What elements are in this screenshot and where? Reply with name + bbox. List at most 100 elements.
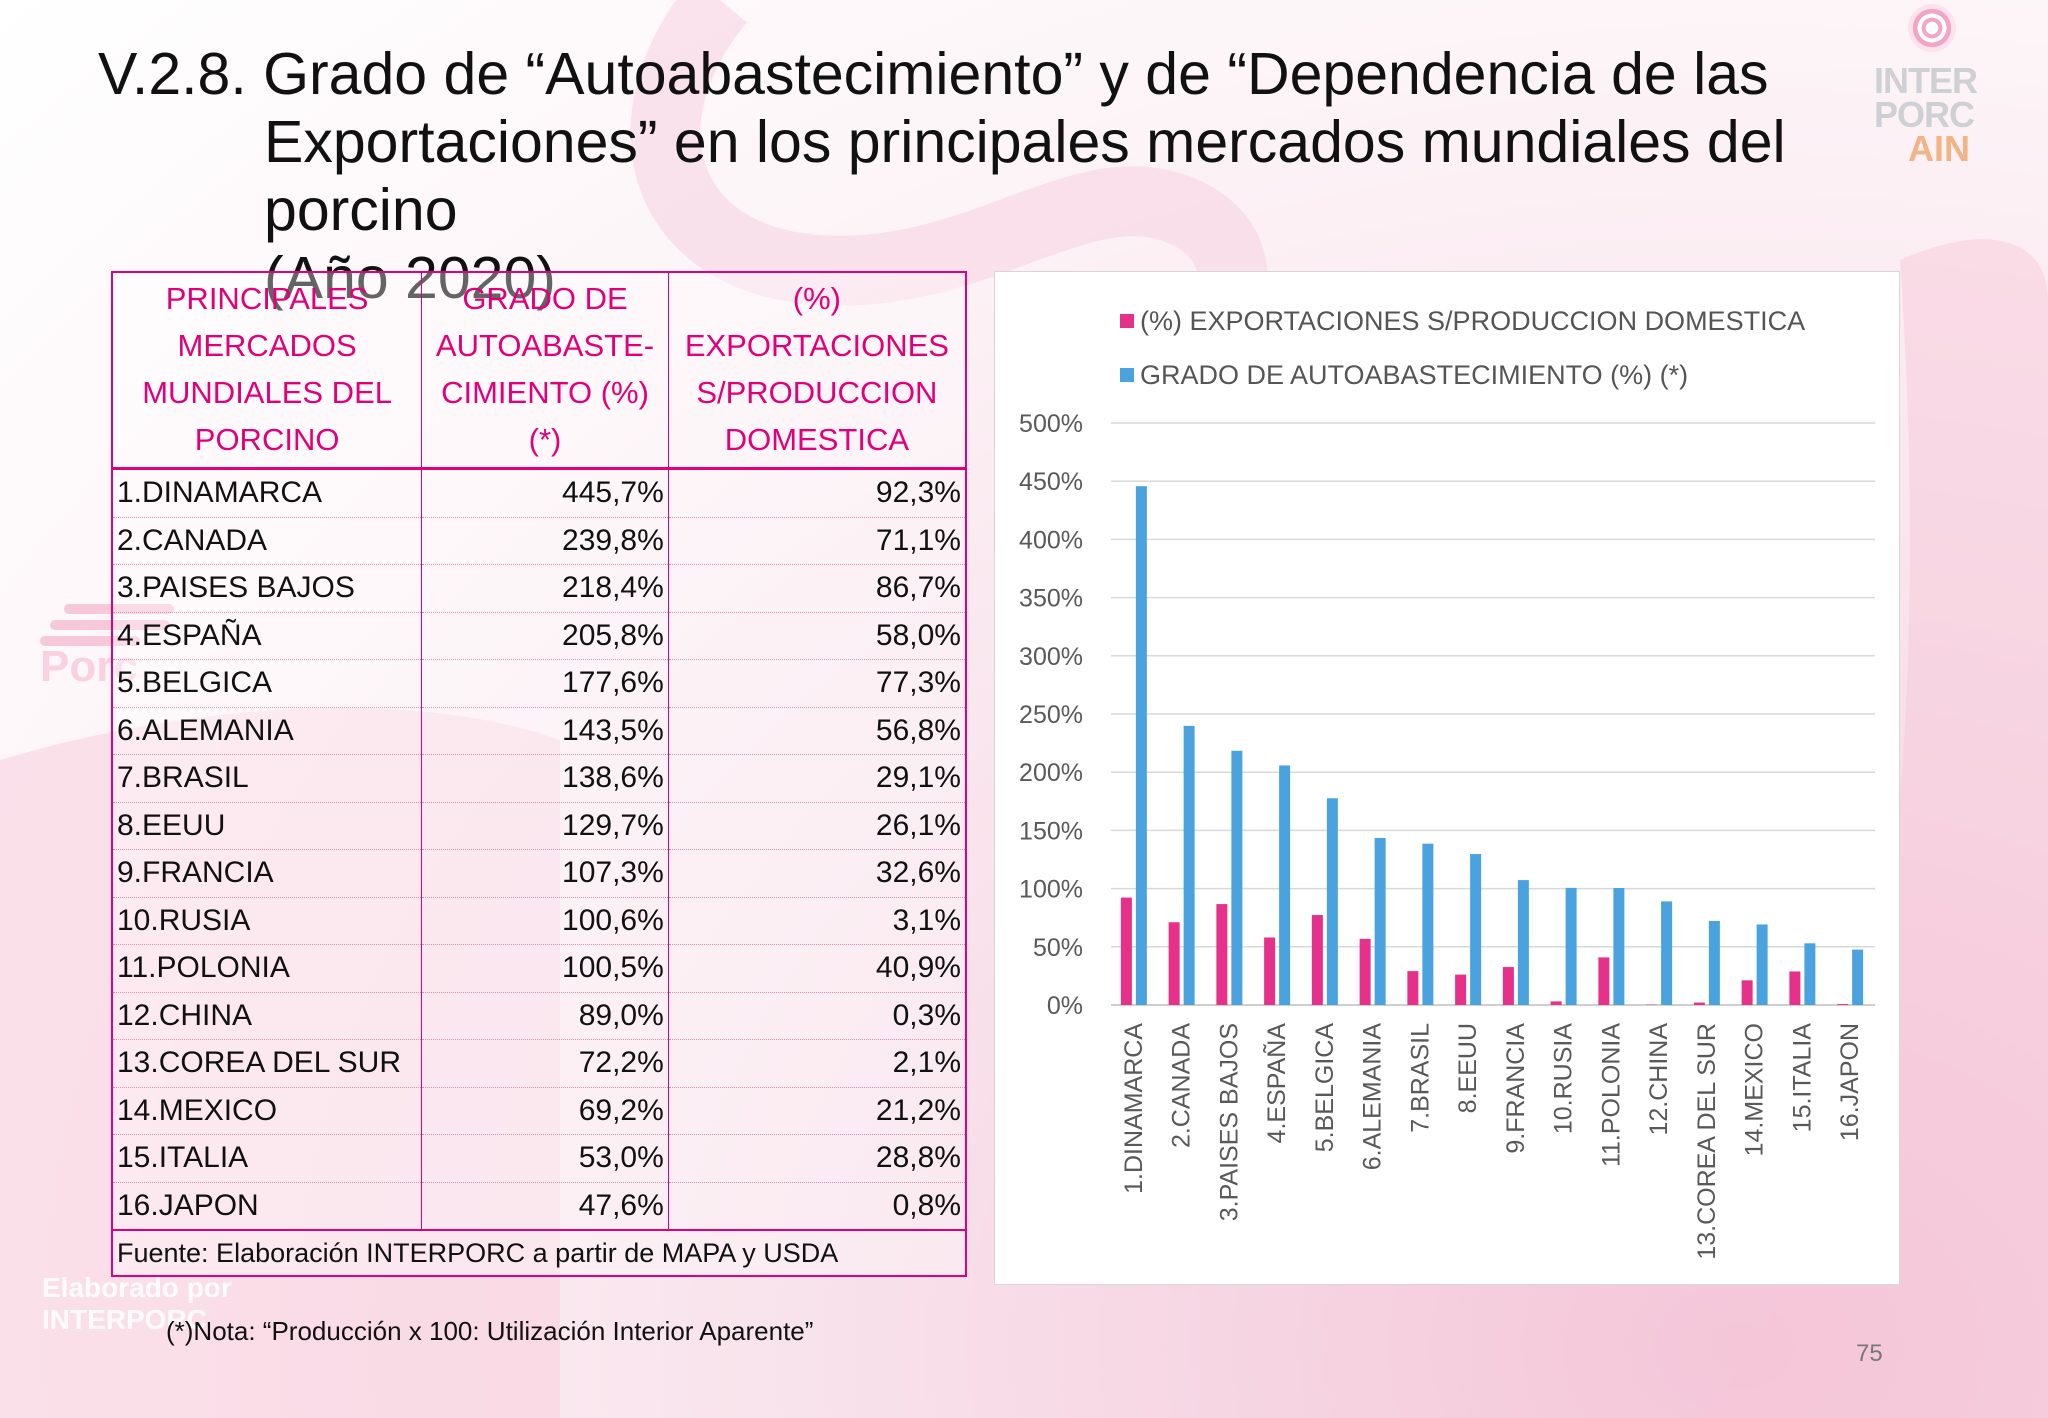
markets-table: PRINCIPALES MERCADOS MUNDIALES DEL PORCINO… [111,271,967,1277]
page-number: 75 [1856,1340,1883,1367]
bar-self-sufficiency [1613,888,1625,1005]
exports-cell: 32,6% [668,849,966,898]
exports-cell: 58,0% [668,612,966,660]
table-row: 5.BELGICA 177,6% 77,3% [112,659,966,708]
self-sufficiency-cell: 69,2% [421,1087,669,1135]
table-row: 15.ITALIA 53,0% 28,8% [112,1134,966,1183]
exports-cell: 0,8% [668,1182,966,1231]
spiral-icon [1908,4,1956,52]
bar-exports [1502,967,1514,1005]
market-cell: 8.EEUU [112,802,423,850]
table-row: 16.JAPON 47,6% 0,8% [112,1182,966,1231]
x-tick-label: 13.COREA DEL SUR [1693,1023,1721,1260]
self-sufficiency-cell: 53,0% [421,1134,669,1183]
chart-svg: 0% 50% 100% 150% 200% 250% 300% 350% 400% 450% 500… [1019,410,1875,1260]
exports-cell: 28,8% [668,1134,966,1183]
bar-self-sufficiency [1183,725,1195,1005]
legend-item-self-sufficiency: GRADO DE AUTOABASTECIMIENTO (%) (*) [1120,348,1805,402]
legend-item-exports: (%) EXPORTACIONES S/PRODUCCION DOMESTICA [1120,294,1805,348]
table-row: 3.PAISES BAJOS 218,4% 86,7% [112,564,966,613]
exports-cell: 0,3% [668,992,966,1040]
bar-exports [1407,971,1419,1005]
bar-exports [1455,974,1467,1005]
interporc-logo: INTER PORC AIN [1872,4,1992,174]
table-header-row: PRINCIPALES MERCADOS MUNDIALES DEL PORCINO… [112,272,966,470]
self-sufficiency-cell: 218,4% [421,564,669,613]
bar-exports [1120,897,1132,1005]
market-cell: 14.MEXICO [112,1087,423,1135]
self-sufficiency-cell: 107,3% [421,849,669,898]
x-tick-label: 8.EEUU [1454,1023,1482,1113]
table-row: 7.BRASIL 138,6% 29,1% [112,754,966,803]
header-exports: (%) EXPORTACIONES S/PRODUCCION DOMESTICA [668,272,966,470]
self-sufficiency-cell: 143,5% [421,707,669,755]
market-cell: 7.BRASIL [112,754,423,803]
table-row: 8.EEUU 129,7% 26,1% [112,802,966,850]
x-tick-label: 14.MEXICO [1741,1023,1769,1156]
bar-self-sufficiency [1279,765,1291,1005]
market-cell: 4.ESPAÑA [112,612,423,660]
exports-cell: 56,8% [668,707,966,755]
header-markets: PRINCIPALES MERCADOS MUNDIALES DEL PORCINO [112,272,423,470]
market-cell: 13.COREA DEL SUR [112,1039,423,1088]
bar-self-sufficiency [1852,949,1864,1005]
x-tick-label: 6.ALEMANIA [1359,1023,1387,1171]
market-cell: 10.RUSIA [112,897,423,945]
exports-cell: 77,3% [668,659,966,708]
x-tick-label: 5.BELGICA [1311,1023,1339,1153]
x-tick-label: 10.RUSIA [1550,1023,1578,1134]
table-row: 13.COREA DEL SUR 72,2% 2,1% [112,1039,966,1088]
self-sufficiency-cell: 177,6% [421,659,669,708]
market-cell: 12.CHINA [112,992,423,1040]
bar-exports [1598,957,1610,1005]
x-tick-label: 2.CANADA [1168,1023,1196,1148]
table-source-row: Fuente: Elaboración INTERPORC a partir d… [112,1229,966,1276]
market-cell: 15.ITALIA [112,1134,423,1183]
chart-legend: (%) EXPORTACIONES S/PRODUCCION DOMESTICA… [1120,294,1805,402]
bar-self-sufficiency [1661,901,1673,1005]
bar-self-sufficiency [1422,843,1434,1005]
table-row: 2.CANADA 239,8% 71,1% [112,517,966,565]
exports-cell: 29,1% [668,754,966,803]
title-line-1: V.2.8. Grado de “Autoabastecimiento” y d… [98,41,1769,107]
market-cell: 1.DINAMARCA [112,468,423,518]
legend-swatch [1120,368,1134,382]
x-tick-label: 11.POLONIA [1597,1023,1625,1167]
y-tick-label: 300% [1019,643,1083,671]
table-row: 14.MEXICO 69,2% 21,2% [112,1087,966,1135]
bar-exports [1837,1004,1849,1005]
bar-exports [1789,971,1801,1005]
self-sufficiency-cell: 47,6% [421,1182,669,1231]
bar-self-sufficiency [1374,837,1386,1005]
x-tick-label: 1.DINAMARCA [1120,1023,1148,1194]
x-tick-label: 4.ESPAÑA [1262,1023,1291,1144]
y-tick-label: 450% [1019,468,1083,496]
x-tick-label: 16.JAPON [1836,1023,1864,1141]
x-tick-label: 12.CHINA [1645,1023,1673,1136]
y-tick-label: 0% [1047,992,1083,1020]
bar-exports [1359,938,1371,1005]
table-row: 10.RUSIA 100,6% 3,1% [112,897,966,945]
y-tick-label: 50% [1033,934,1083,962]
y-tick-label: 100% [1019,876,1083,904]
exports-cell: 21,2% [668,1087,966,1135]
self-sufficiency-cell: 100,6% [421,897,669,945]
table-row: 11.POLONIA 100,5% 40,9% [112,944,966,993]
y-tick-label: 350% [1019,585,1083,613]
exports-cell: 3,1% [668,897,966,945]
y-tick-label: 500% [1019,410,1083,438]
self-sufficiency-cell: 239,8% [421,517,669,565]
market-cell: 3.PAISES BAJOS [112,564,423,613]
x-tick-label: 3.PAISES BAJOS [1215,1023,1243,1221]
watermark-text: Elaborado por INTERPORC [42,1272,232,1335]
bar-exports [1693,1002,1705,1005]
exports-cell: 2,1% [668,1039,966,1088]
bar-exports [1311,915,1323,1005]
bar-exports [1264,937,1276,1005]
exports-cell: 40,9% [668,944,966,993]
table-row: 6.ALEMANIA 143,5% 56,8% [112,707,966,755]
self-sufficiency-cell: 205,8% [421,612,669,660]
market-cell: 11.POLONIA [112,944,423,993]
self-sufficiency-cell: 138,6% [421,754,669,803]
source-text: Fuente: Elaboración INTERPORC a partir d… [112,1229,966,1276]
